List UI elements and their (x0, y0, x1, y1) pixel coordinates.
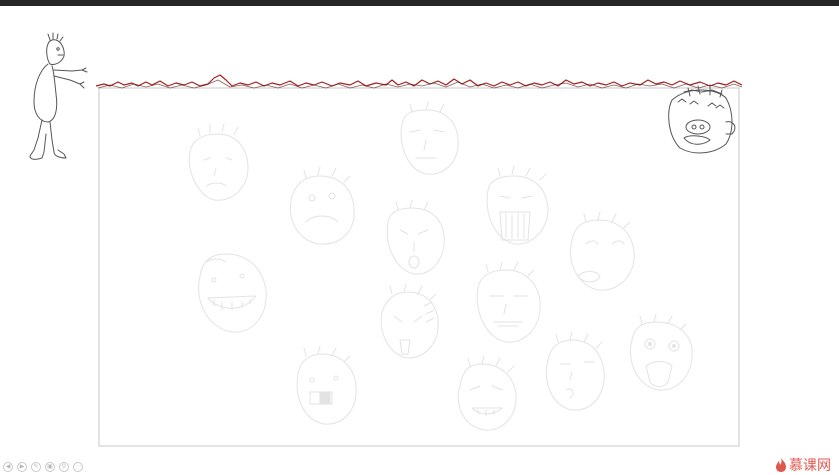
flame-icon (776, 458, 786, 472)
faint-face-7 (198, 253, 267, 333)
more-icon[interactable]: ⋯ (73, 462, 83, 472)
zombie-figure (29, 32, 88, 160)
pen-icon[interactable]: ✎ (31, 462, 41, 472)
imooc-watermark: 慕课网 (775, 455, 831, 475)
faint-face-12 (545, 331, 605, 411)
head-upper-right (668, 85, 736, 154)
next-icon[interactable]: ▶ (17, 462, 27, 472)
window-top-bar (0, 0, 839, 6)
faint-face-8 (380, 283, 439, 359)
slideshow-controls: ◀ ▶ ✎ ▣ ⚲ ⋯ (3, 461, 83, 473)
faint-face-3 (290, 166, 355, 245)
container-frame (98, 87, 740, 447)
faint-face-4 (386, 199, 445, 275)
faint-face-2 (400, 101, 459, 175)
watermark-text: 慕课网 (789, 458, 831, 474)
faint-face-11 (457, 355, 517, 431)
faint-face-5 (486, 165, 549, 245)
faint-face-13 (630, 313, 693, 391)
faint-face-6 (570, 211, 635, 291)
faint-face-9 (476, 261, 541, 343)
faint-face-1 (188, 123, 249, 201)
faint-face-10 (296, 345, 357, 425)
wall-top-scribble (95, 74, 743, 89)
zoom-icon[interactable]: ⚲ (59, 462, 69, 472)
previous-icon[interactable]: ◀ (3, 462, 13, 472)
slides-icon[interactable]: ▣ (45, 462, 55, 472)
faint-face-sketches (188, 101, 693, 431)
